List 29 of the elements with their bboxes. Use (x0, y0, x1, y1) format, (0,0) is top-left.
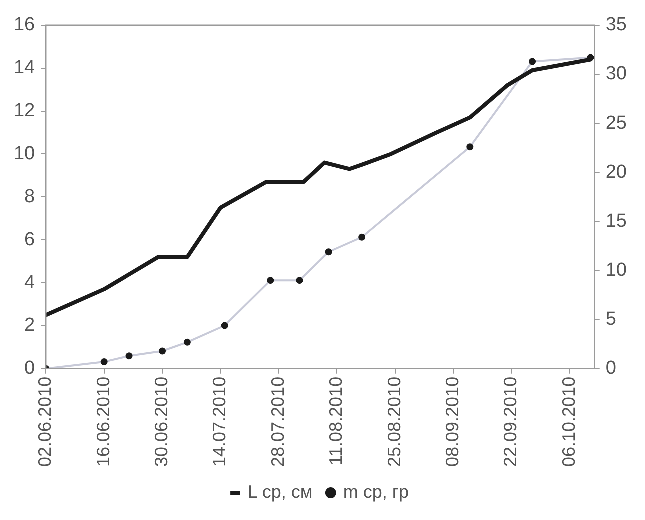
x-tick-label: 02.06.2010 (35, 376, 56, 468)
y-tick-label: 14 (14, 58, 36, 79)
x-tick-label: 16.06.2010 (93, 376, 114, 468)
y-tick-label: 10 (14, 143, 36, 164)
y-tick-label: 4 (24, 272, 36, 294)
y2-tick-label: 15 (606, 210, 628, 232)
x-tick-label: 25.08.2010 (384, 376, 404, 468)
y2-tick-label: 5 (606, 309, 616, 330)
y-tick-label: 6 (24, 229, 36, 250)
legend-label: L ср, см (248, 482, 313, 502)
y2-tick-label: 35 (606, 14, 628, 36)
legend-label: m ср, гр (343, 482, 409, 502)
x-tick-label: 30.06.2010 (152, 376, 172, 468)
x-tick-label: 11.08.2010 (326, 376, 346, 466)
y2-tick-label: 0 (606, 358, 616, 380)
y2-tick-label: 10 (606, 260, 628, 281)
x-tick-label: 28.07.2010 (268, 376, 288, 468)
x-tick-label: 22.09.2010 (500, 376, 521, 468)
y-tick-label: 0 (24, 358, 36, 380)
y2-tick-label: 25 (606, 112, 628, 134)
y-tick-label: 8 (24, 186, 36, 208)
x-tick-label: 06.10.2010 (558, 376, 579, 468)
y2-tick-label: 20 (606, 162, 628, 183)
x-tick-label: 08.09.2010 (442, 376, 462, 468)
y2-tick-label: 30 (606, 64, 628, 85)
x-tick-label: 14.07.2010 (210, 376, 230, 468)
y-tick-label: 16 (14, 14, 36, 36)
y-tick-label: 2 (24, 315, 36, 336)
y-tick-label: 12 (14, 100, 36, 122)
